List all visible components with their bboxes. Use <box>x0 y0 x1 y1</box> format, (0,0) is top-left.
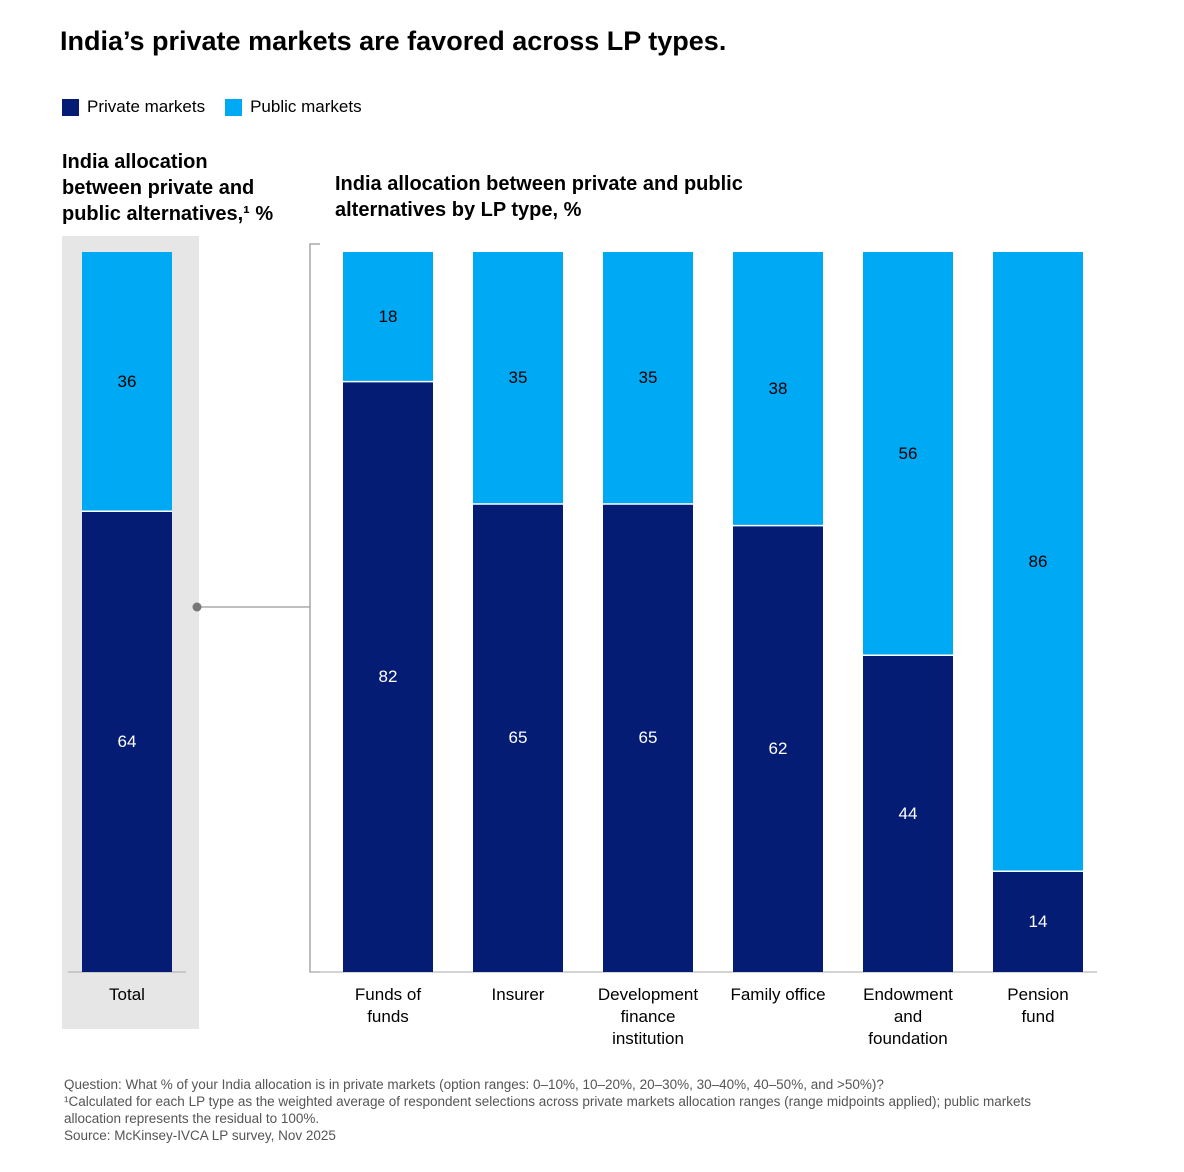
category-label: Total <box>109 985 145 1004</box>
legend-swatch <box>225 98 243 116</box>
value-label: 64 <box>117 731 137 751</box>
value-label: 86 <box>1028 551 1048 571</box>
value-label: 38 <box>768 378 788 398</box>
bar-segment <box>733 525 823 972</box>
legend: Private markets Public markets <box>62 97 362 117</box>
bar-segment <box>82 511 172 972</box>
category-label: Funds of funds <box>354 985 422 1026</box>
panel-title: India allocation between private and pub… <box>62 151 274 225</box>
value-label: 18 <box>378 306 398 326</box>
category-label: Insurer <box>491 985 545 1004</box>
panel-title: India allocation between private and pub… <box>335 173 743 221</box>
legend-swatch <box>62 98 79 116</box>
value-label: 82 <box>378 666 398 686</box>
notes: Question: What % of your India allocatio… <box>64 1076 1074 1144</box>
bar-segment <box>993 252 1083 872</box>
value-label: 36 <box>117 371 137 391</box>
category-label: Development finance institution <box>597 985 699 1048</box>
value-label: 56 <box>898 443 918 463</box>
category-label: Endowment and foundation <box>863 985 953 1048</box>
value-label: 35 <box>638 368 658 387</box>
value-label: 62 <box>768 738 788 758</box>
note: Source: McKinsey-IVCA LP survey, Nov 202… <box>64 1128 336 1143</box>
bar-segment <box>603 252 693 504</box>
value-label: 65 <box>508 728 528 747</box>
bracket <box>309 243 320 973</box>
bar-segment <box>863 655 953 972</box>
bar-segment <box>82 252 172 512</box>
bar-segment <box>863 252 953 656</box>
bar-segment <box>473 252 563 504</box>
category-label: Family office <box>730 985 826 1004</box>
note: Question: What % of your India allocatio… <box>64 1077 884 1092</box>
bar-segment <box>343 381 433 973</box>
legend-label: Private markets <box>87 97 206 116</box>
legend-item: Private markets <box>62 97 205 117</box>
bar-segment <box>993 871 1083 972</box>
bar-segment <box>603 504 693 972</box>
bar-segment <box>343 252 433 382</box>
connector-dot <box>192 602 202 612</box>
value-label: 14 <box>1028 911 1048 931</box>
note: ¹Calculated for each LP type as the weig… <box>64 1094 1032 1126</box>
category-label: Pension fund <box>1007 985 1069 1026</box>
value-label: 44 <box>898 803 918 823</box>
legend-label: Public markets <box>250 97 362 116</box>
value-label: 65 <box>638 728 658 747</box>
title: India’s private markets are favored acro… <box>60 26 727 56</box>
bar-segment <box>473 504 563 972</box>
value-label: 35 <box>508 368 528 387</box>
bar-segment <box>733 252 823 526</box>
legend-item: Public markets <box>225 97 362 117</box>
